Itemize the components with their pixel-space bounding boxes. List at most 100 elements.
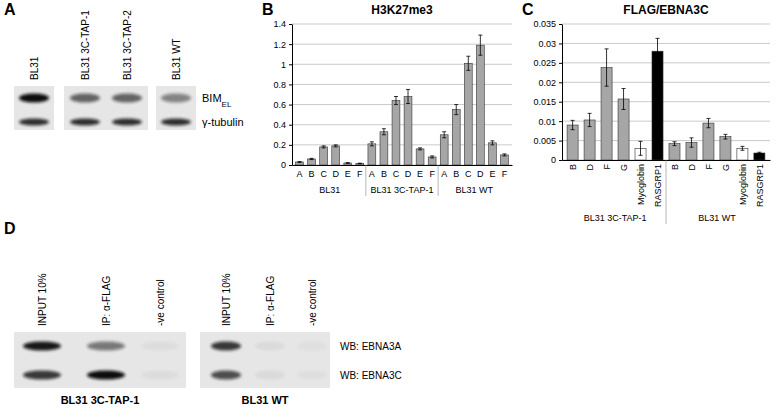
bar bbox=[488, 143, 496, 165]
blot-background bbox=[14, 86, 54, 130]
x-tick-label: F bbox=[357, 169, 363, 179]
x-tick-label: F bbox=[704, 164, 714, 170]
x-axis-line bbox=[293, 165, 513, 166]
blot-background bbox=[156, 86, 196, 130]
error-bar bbox=[394, 97, 398, 105]
bar bbox=[476, 45, 484, 165]
y-tick: 1.4 bbox=[273, 19, 292, 29]
lane-label: -ve control bbox=[307, 279, 318, 326]
y-tick: 0.8 bbox=[273, 80, 292, 90]
x-tick: G bbox=[619, 160, 629, 171]
error-bar-cap bbox=[639, 141, 643, 142]
error-bar-stem bbox=[395, 97, 396, 105]
bar bbox=[669, 144, 680, 160]
x-tick: F bbox=[704, 160, 714, 170]
x-tick: D bbox=[332, 165, 339, 179]
y-tick-mark bbox=[559, 121, 562, 122]
lane-label: BL31 WT bbox=[171, 38, 182, 80]
plot-area bbox=[567, 38, 765, 160]
grid-line bbox=[292, 24, 512, 25]
error-bar-stem bbox=[725, 134, 726, 139]
chart-title: FLAG/EBNA3C bbox=[623, 3, 709, 17]
y-tick: 0.005 bbox=[533, 136, 562, 146]
bar bbox=[452, 110, 460, 165]
lane-label: IP: α-FLAG bbox=[101, 276, 112, 326]
group-divider bbox=[666, 160, 667, 224]
bar bbox=[737, 148, 748, 160]
x-tick: F bbox=[357, 165, 363, 179]
x-tick-label: C bbox=[465, 169, 472, 179]
figure: ABCDBL31BL31 3C-TAP-1BL31 3C-TAP-2BL31 W… bbox=[0, 0, 777, 410]
error-bar bbox=[466, 56, 470, 70]
y-axis: 00.0050.010.0150.020.0250.030.035 bbox=[533, 19, 562, 165]
blot-band bbox=[23, 342, 61, 351]
bar bbox=[296, 162, 304, 165]
x-axis: ABCDEFABCDEFABCDEF bbox=[293, 165, 513, 179]
y-tick-mark bbox=[289, 64, 292, 65]
error-bar-stem bbox=[640, 141, 641, 155]
x-tick: B bbox=[381, 165, 387, 179]
group-label: BL31 bbox=[319, 185, 340, 195]
blot-band bbox=[87, 342, 125, 351]
row-label: WB: EBNA3C bbox=[340, 370, 402, 381]
y-tick: 0.4 bbox=[273, 120, 292, 130]
error-bar-cap bbox=[588, 113, 592, 114]
error-bar-cap bbox=[430, 155, 434, 156]
group-divider bbox=[438, 165, 439, 196]
error-bar bbox=[490, 141, 494, 145]
y-tick: 1.2 bbox=[273, 40, 292, 50]
error-bar bbox=[418, 148, 422, 150]
error-bar-stem bbox=[708, 118, 709, 127]
blot-band bbox=[297, 371, 327, 380]
bar bbox=[416, 149, 424, 165]
error-bar-cap bbox=[605, 48, 609, 49]
bar bbox=[368, 144, 376, 165]
error-bar-cap bbox=[757, 152, 761, 153]
y-tick-mark bbox=[289, 24, 292, 25]
blot-band bbox=[23, 371, 61, 380]
x-tick-label: E bbox=[345, 169, 351, 179]
group-label: BL31 3C-TAP-1 bbox=[371, 185, 434, 195]
x-tick-label: G bbox=[619, 164, 629, 171]
x-tick-label: G bbox=[721, 164, 731, 171]
error-bar-cap bbox=[502, 155, 506, 156]
x-tick: Myoglobin bbox=[636, 160, 646, 205]
blot-band bbox=[255, 342, 285, 351]
bar bbox=[392, 101, 400, 165]
blot-band bbox=[161, 119, 191, 126]
y-tick-label: 1 bbox=[281, 60, 286, 70]
x-tick-label: A bbox=[369, 169, 375, 179]
x-tick-label: D bbox=[687, 164, 697, 171]
blot-band bbox=[87, 371, 125, 380]
blot-background bbox=[14, 332, 186, 388]
error-bar-cap bbox=[418, 147, 422, 148]
group-label: BL31 WT bbox=[698, 213, 736, 223]
error-bar-stem bbox=[371, 142, 372, 146]
y-tick-label: 0.025 bbox=[533, 58, 556, 68]
y-tick-mark bbox=[559, 102, 562, 103]
error-bar-cap bbox=[706, 127, 710, 128]
error-bar-cap bbox=[406, 103, 410, 104]
error-bar-cap bbox=[689, 137, 693, 138]
y-tick-label: 0.01 bbox=[538, 117, 556, 127]
y-tick-mark bbox=[289, 125, 292, 126]
error-bar-cap bbox=[656, 38, 660, 39]
bar bbox=[703, 123, 714, 160]
error-bar-stem bbox=[444, 132, 445, 138]
x-tick-label: B bbox=[309, 169, 315, 179]
error-bar bbox=[478, 35, 482, 55]
y-tick-mark bbox=[559, 24, 562, 25]
bar-chart: FLAG/EBNA3C00.0050.010.0150.020.0250.030… bbox=[533, 3, 770, 224]
y-tick-label: 1.2 bbox=[273, 40, 286, 50]
error-bar-cap bbox=[466, 70, 470, 71]
x-tick-label: F bbox=[602, 164, 612, 170]
y-tick-mark bbox=[559, 82, 562, 83]
group-label: BL31 3C-TAP-1 bbox=[584, 213, 647, 223]
error-bar-stem bbox=[492, 141, 493, 145]
blot-name: BL31 WT bbox=[241, 394, 288, 406]
error-bar bbox=[442, 132, 446, 138]
blot-band bbox=[297, 342, 327, 351]
x-tick-label: D bbox=[477, 169, 484, 179]
x-tick: B bbox=[670, 160, 680, 170]
y-tick-mark bbox=[289, 84, 292, 85]
